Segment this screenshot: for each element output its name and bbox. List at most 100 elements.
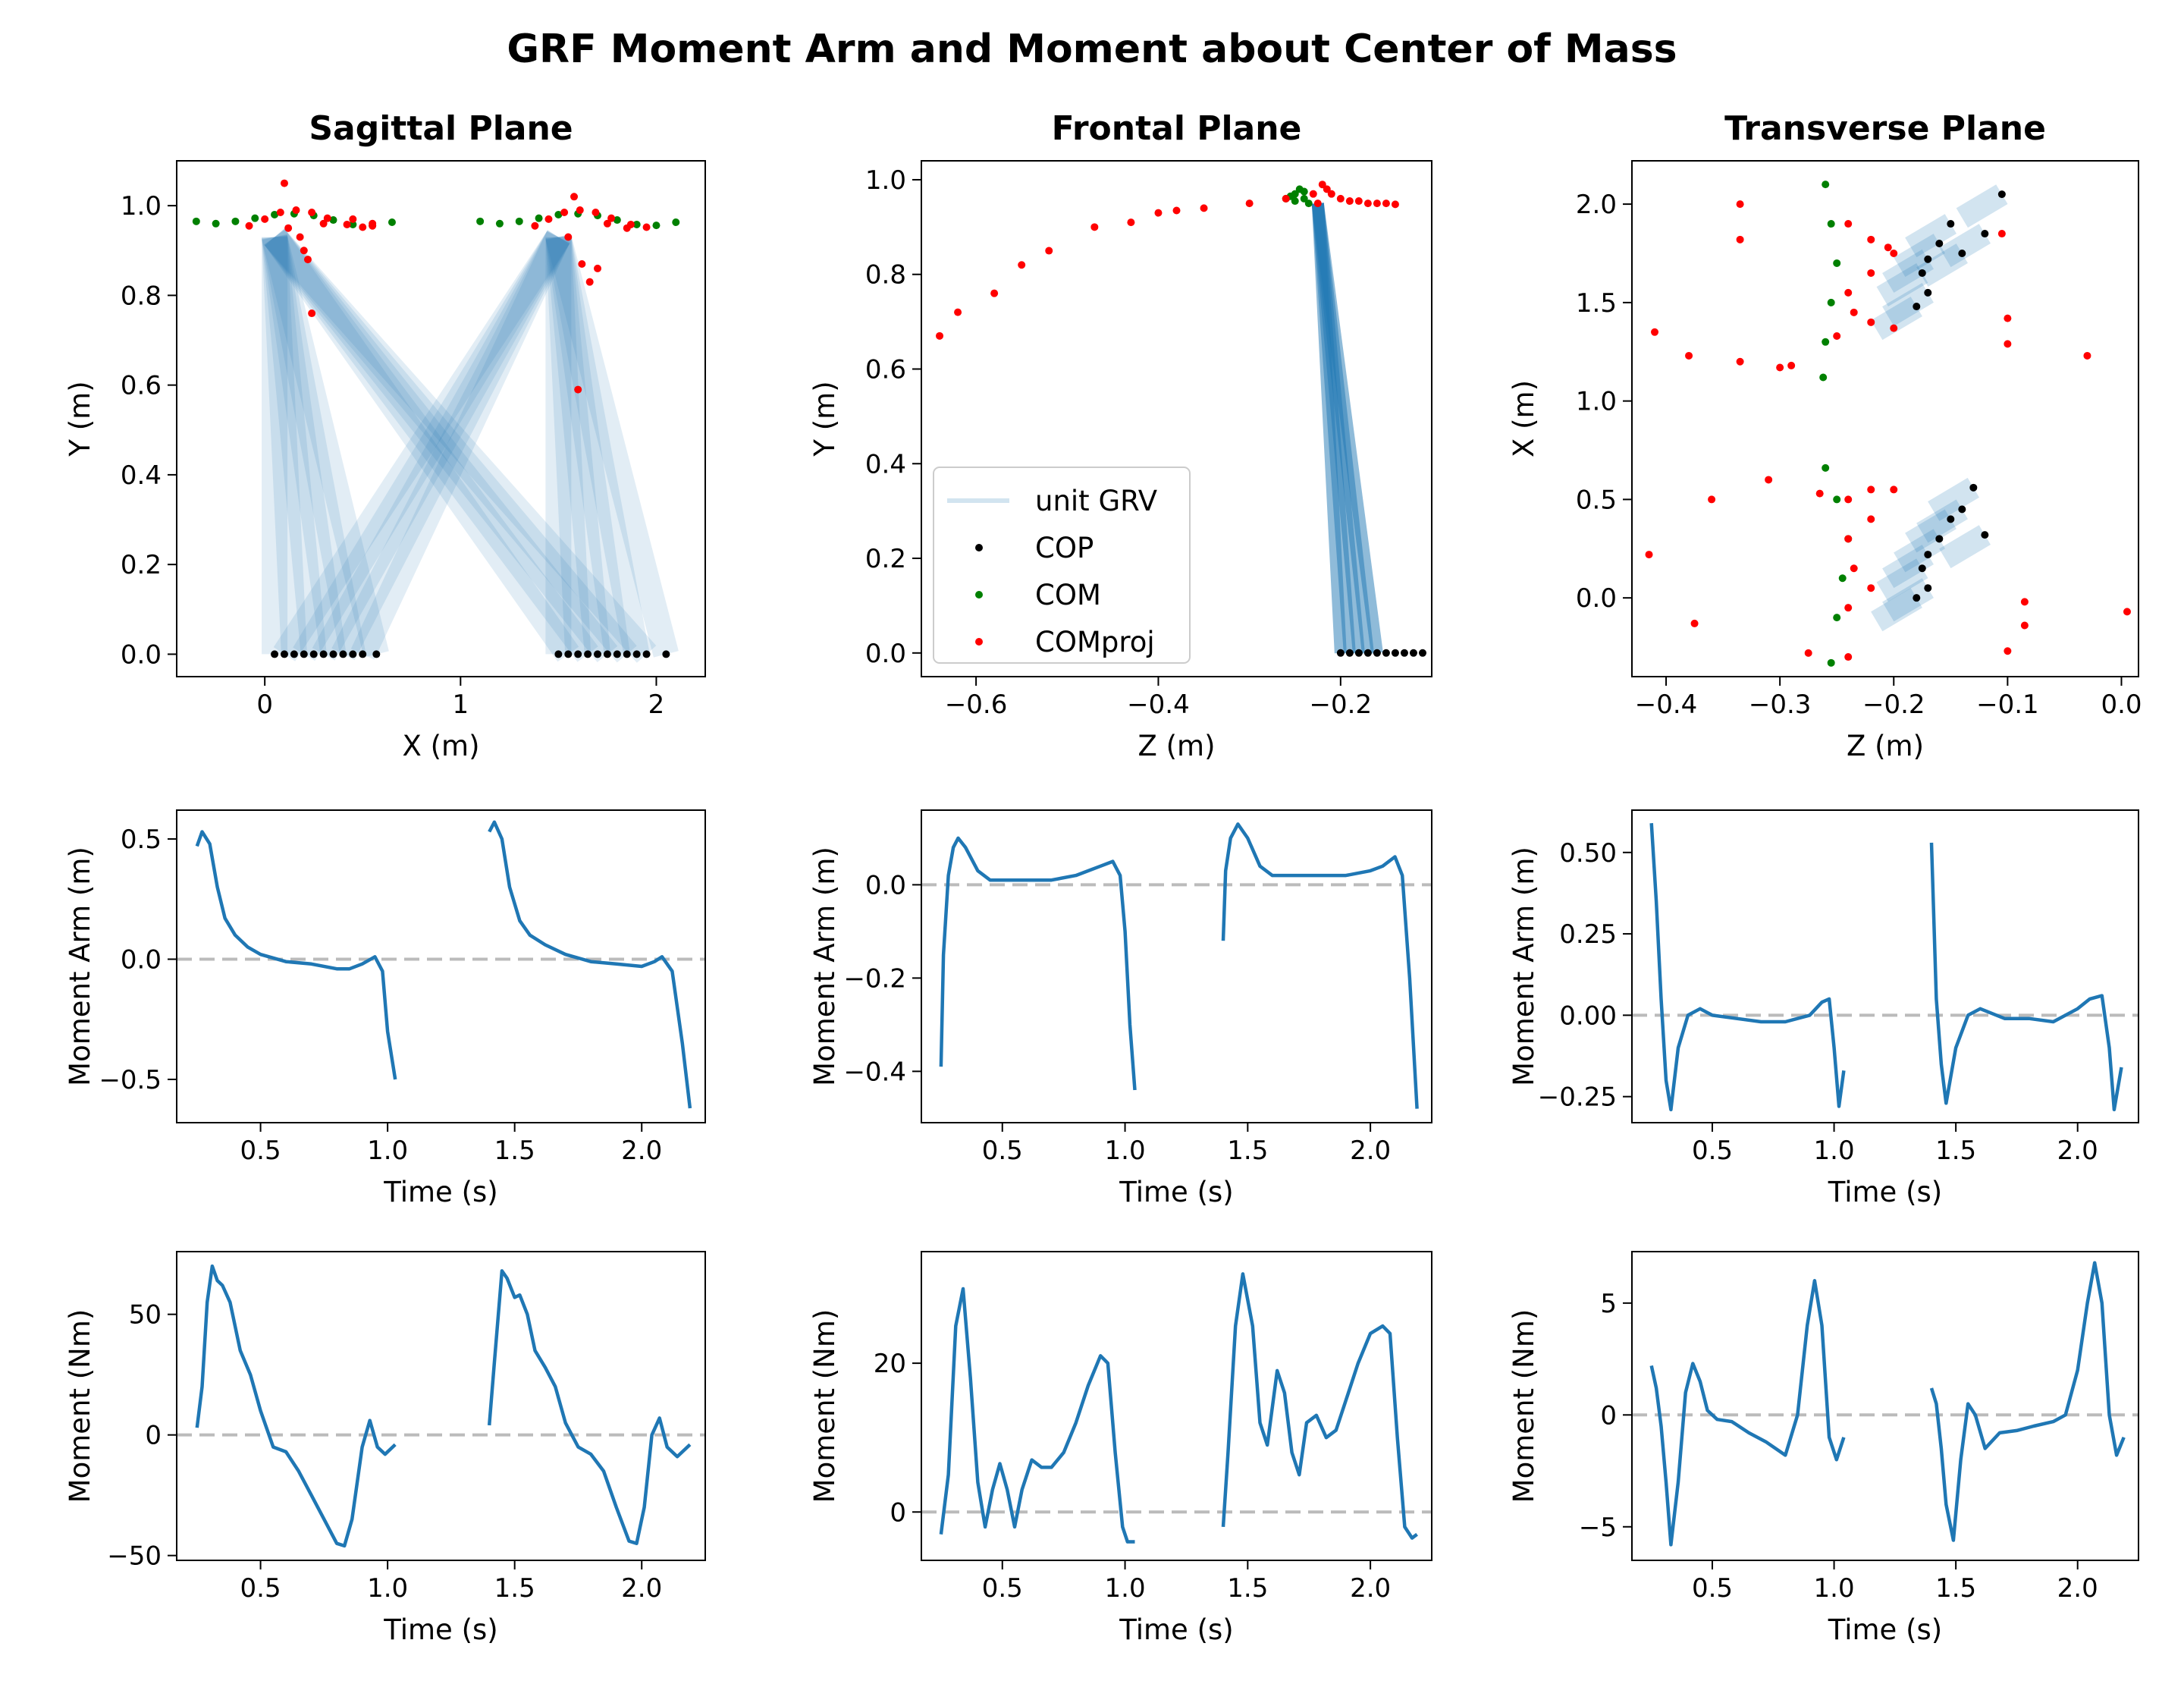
cop-point [1373, 649, 1381, 657]
comproj-point [1890, 324, 1898, 332]
grv-vector [331, 231, 570, 661]
comproj-point [2020, 598, 2029, 606]
axes-frame [1631, 1251, 2139, 1561]
cop-point [1924, 288, 1932, 297]
com-point [1827, 658, 1835, 667]
cop-point [319, 650, 328, 658]
axes-frame [921, 160, 1432, 677]
legend-label: COP [1035, 532, 1094, 564]
com-point [1300, 194, 1308, 203]
grv-vector [1871, 588, 1922, 632]
cop-point [1935, 240, 1944, 248]
comproj-point [1844, 220, 1853, 228]
com-point [271, 210, 279, 218]
cop-point [632, 650, 641, 658]
cop-point [1935, 535, 1944, 543]
com-point [1827, 220, 1835, 228]
cop-point [1913, 594, 1921, 602]
plot-area-moment-sagittal [177, 1264, 705, 1548]
comproj-point [1172, 206, 1181, 215]
grv-vector [1882, 545, 1934, 589]
y-tick-label: −50 [107, 1541, 162, 1572]
grv-vector [1905, 509, 1956, 553]
x-tick-label: 0.5 [1692, 1573, 1733, 1604]
y-tick-label: −5 [1579, 1513, 1617, 1543]
y-tick-label: 0.0 [865, 870, 906, 900]
series-line-1 [939, 1287, 1135, 1544]
cop-point [280, 650, 288, 658]
comproj-point [2083, 351, 2091, 360]
y-tick-label: 0.25 [1559, 919, 1617, 950]
comproj-point [359, 223, 367, 231]
com-point [1822, 181, 1830, 189]
cop-point [564, 650, 573, 658]
x-tick-label: 0.5 [240, 1573, 281, 1604]
y-tick-label: 20 [874, 1349, 906, 1379]
comproj-point [1850, 308, 1858, 316]
comproj-point [276, 209, 284, 216]
com-point [1833, 259, 1841, 267]
axes-frame [176, 160, 706, 677]
comproj-point [308, 209, 316, 216]
series-line-1 [195, 1264, 397, 1548]
axes-frame [921, 809, 1432, 1123]
comproj-point [1867, 269, 1875, 277]
x-tick-label: 2.0 [2057, 1573, 2098, 1604]
com-point [535, 214, 543, 222]
cop-point [662, 650, 670, 658]
cop-point [1918, 269, 1926, 277]
plot-area-moment-transverse [1632, 1261, 2138, 1547]
grv-vector [1871, 297, 1922, 341]
com-point [652, 221, 661, 230]
legend-label: COMproj [1035, 626, 1155, 658]
comproj-point [1804, 649, 1812, 657]
comproj-point [1090, 223, 1099, 231]
comproj-point [1884, 243, 1892, 252]
cop-point [359, 650, 367, 658]
cop-point [1924, 551, 1932, 559]
comproj-point [1345, 197, 1354, 206]
x-tick-label: 1.5 [1935, 1573, 1976, 1604]
comproj-point [323, 214, 331, 222]
y-axis-label: Y (m) [808, 381, 841, 457]
comproj-point [343, 220, 351, 228]
y-tick-label: 1.0 [865, 165, 906, 196]
cop-point [300, 650, 308, 658]
comproj-point [1685, 351, 1693, 360]
y-tick-label: 0.0 [121, 639, 162, 670]
x-tick-label: 0.5 [982, 1136, 1023, 1166]
y-tick-label: 0.8 [865, 260, 906, 291]
grv-vector [545, 234, 650, 657]
comproj-point [1890, 485, 1898, 494]
comproj-point [1765, 476, 1773, 484]
x-tick-label: −0.4 [1635, 690, 1698, 720]
comproj-point [1867, 584, 1875, 592]
grv-vector [262, 235, 347, 656]
com-point [1833, 614, 1841, 622]
cop-point [1924, 255, 1932, 263]
comproj-point [319, 219, 328, 228]
x-tick-label: 2.0 [2057, 1136, 2098, 1166]
y-tick-label: −0.2 [843, 963, 906, 994]
x-axis-label: Z (m) [1138, 730, 1215, 762]
subplot-moment-transverse: 0.5 1.0 1.5 2.0 −5 0 5 Time (s) Moment (Nm) [1508, 1251, 2139, 1646]
y-tick-label: 0.50 [1559, 838, 1617, 869]
grv-vector [1905, 214, 1956, 258]
cop-point [1969, 483, 1978, 492]
x-axis-label: X (m) [402, 730, 479, 762]
cop-point [1918, 564, 1926, 573]
comproj-point [1850, 564, 1858, 573]
y-axis-label: X (m) [1508, 380, 1540, 457]
cop-point [642, 650, 651, 658]
comproj-point [1154, 209, 1163, 217]
comproj-point [300, 247, 308, 255]
comproj-point [2020, 621, 2029, 630]
comproj-point [531, 221, 539, 230]
com-point [1819, 373, 1828, 382]
cop-point [329, 650, 337, 658]
grv-vector [1882, 282, 1934, 326]
cop-point [1924, 584, 1932, 592]
com-point [495, 219, 504, 228]
series-line-2 [487, 1269, 692, 1545]
legend-label: COM [1035, 579, 1101, 611]
